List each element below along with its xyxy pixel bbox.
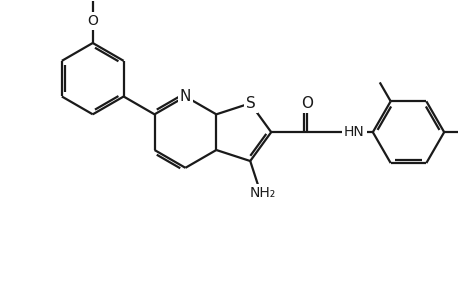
Text: HN: HN: [343, 125, 364, 139]
Text: O: O: [87, 14, 98, 28]
Text: O: O: [300, 96, 312, 111]
Text: NH₂: NH₂: [249, 186, 275, 200]
Text: S: S: [246, 96, 256, 111]
Text: N: N: [179, 89, 190, 104]
